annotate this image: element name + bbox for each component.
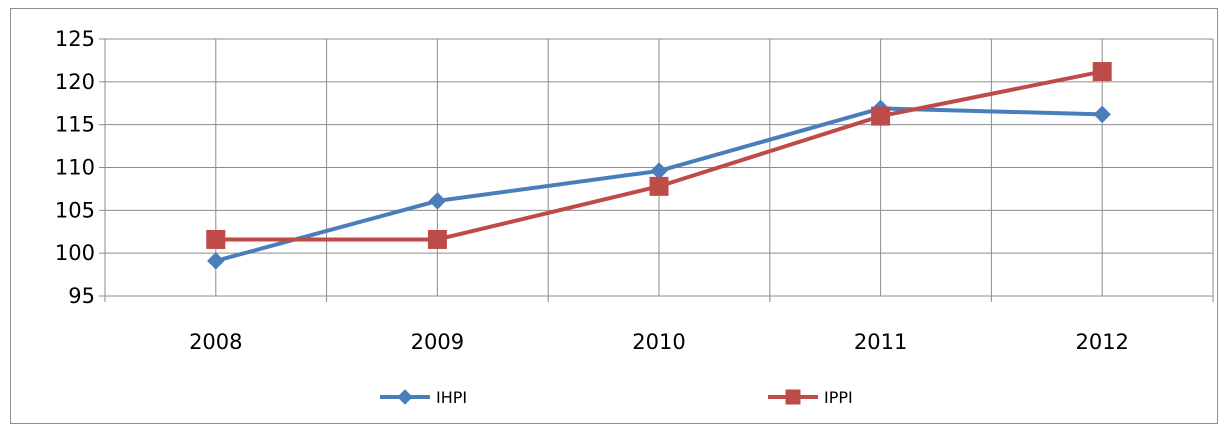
data-point-ihpi — [207, 252, 225, 270]
data-point-ippi — [649, 176, 669, 196]
y-tick-label: 115 — [55, 113, 95, 137]
chart-area — [10, 8, 1218, 424]
data-point-ihpi — [650, 162, 668, 180]
y-tick-label: 100 — [55, 241, 95, 265]
y-tick-label: 105 — [55, 198, 95, 222]
y-tick-label: 120 — [55, 70, 95, 94]
series-lines — [206, 62, 1112, 270]
legend: IHPI IPPI — [380, 388, 853, 407]
x-tick-label: 2008 — [189, 330, 242, 354]
axes — [99, 38, 1214, 302]
y-tick-label: 110 — [55, 156, 95, 180]
data-point-ippi — [871, 106, 891, 126]
legend-label: IPPI — [824, 388, 853, 407]
y-tick-label: 125 — [55, 27, 95, 51]
data-point-ippi — [206, 229, 226, 249]
x-tick-label: 2011 — [854, 330, 907, 354]
x-tick-label: 2012 — [1075, 330, 1128, 354]
legend-marker — [397, 389, 413, 405]
series-ippi — [206, 62, 1112, 249]
grid — [105, 38, 1214, 296]
x-tick-label: 2010 — [632, 330, 685, 354]
data-point-ihpi — [428, 192, 447, 210]
data-point-ippi — [427, 229, 447, 249]
x-tick-label: 2009 — [411, 330, 464, 354]
x-axis-tick-labels: 2008 2009 2010 2011 2012 — [189, 330, 1129, 354]
data-point-ihpi — [1093, 105, 1111, 124]
legend-label: IHPI — [436, 388, 467, 407]
legend-marker — [785, 389, 801, 405]
data-point-ippi — [1092, 62, 1112, 82]
y-tick-label: 95 — [68, 284, 95, 308]
y-axis-tick-labels: 95 100 105 110 115 120 125 — [55, 27, 95, 308]
